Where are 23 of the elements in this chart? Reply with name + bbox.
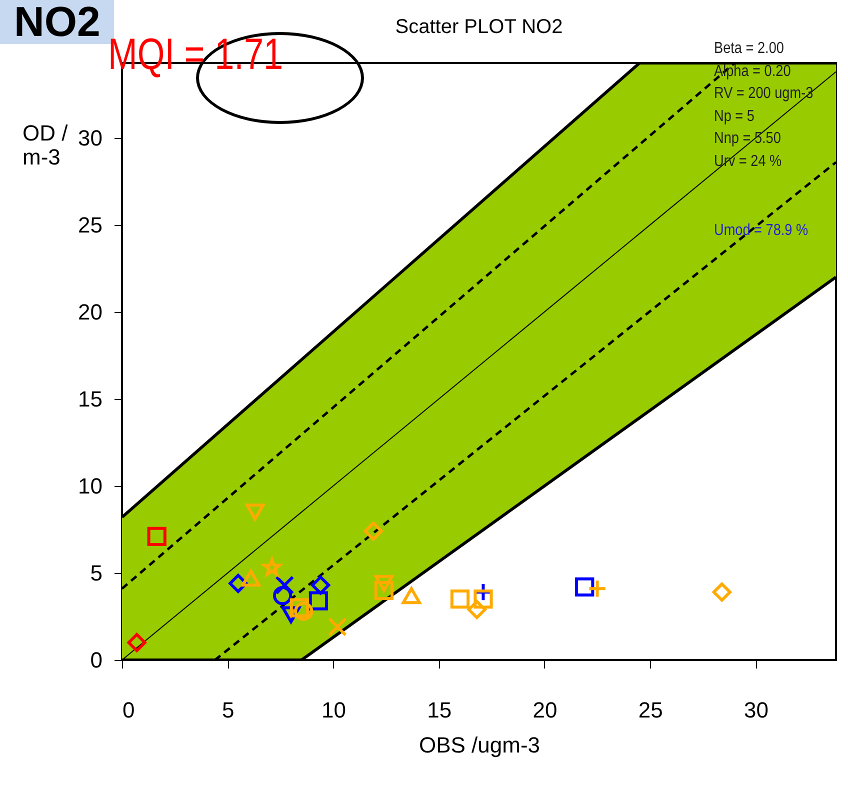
x-tick-label: 20	[532, 698, 558, 722]
x-tick-label: 5	[222, 698, 234, 722]
x-tick-label: 30	[744, 698, 768, 722]
y-tick-label: 0	[90, 648, 102, 672]
x-tick-label: 25	[638, 698, 663, 722]
text: Beta = 2.00	[714, 40, 784, 58]
y-tick-label: 10	[78, 473, 102, 498]
x-tick-label: 15	[427, 698, 452, 722]
annotation: Nnp = 5.50	[714, 130, 781, 148]
x-axis-title: OBS /ugm-3	[418, 732, 540, 758]
y-tick-label: 20	[78, 299, 102, 324]
annotation: Np = 5	[714, 108, 754, 126]
chart-title: Scatter PLOT NO2	[395, 16, 563, 38]
y-tick-label: 25	[78, 212, 102, 238]
x-tick-label: 0	[122, 698, 135, 722]
annotation: Alpha = 0.20	[714, 62, 791, 81]
annotation: Umod = 78.9 %	[714, 222, 808, 240]
text: NO2	[14, 0, 100, 45]
y-tick-label: 15	[78, 386, 102, 412]
y-axis-title: OD / m-3	[22, 120, 69, 170]
y-tick-label: 30	[78, 125, 102, 150]
x-tick-label: 10	[322, 698, 346, 722]
y-tick-label: 5	[90, 560, 102, 586]
